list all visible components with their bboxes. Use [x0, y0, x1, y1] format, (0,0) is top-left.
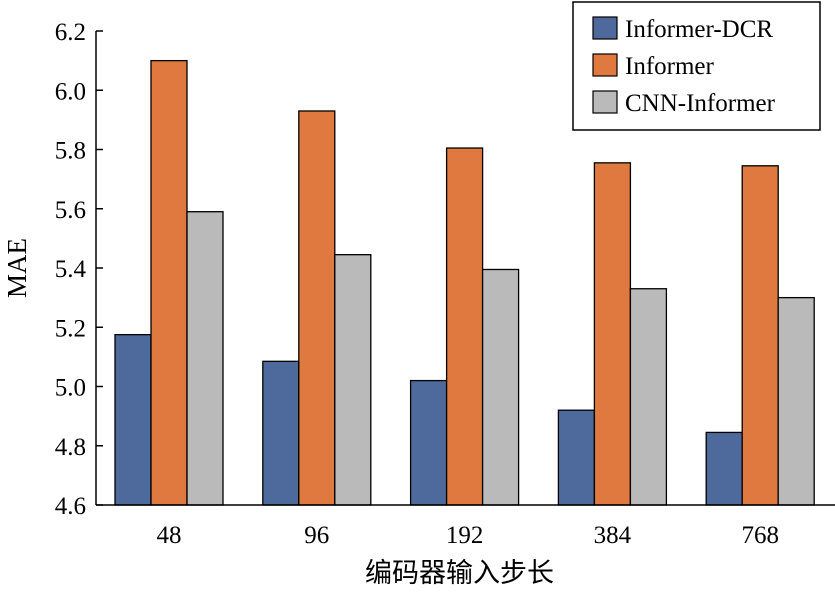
y-tick-label: 6.2 — [55, 19, 86, 46]
legend-swatch — [592, 53, 618, 77]
bar-informer-96 — [298, 110, 336, 506]
y-tick-label: 5.4 — [55, 256, 87, 283]
y-tick-label: 5.2 — [55, 315, 86, 342]
bar-cnn-informer-384 — [629, 288, 668, 506]
bar-informer-dcr-96 — [262, 360, 300, 506]
x-tick-label: 384 — [594, 522, 632, 549]
y-tick-label: 6.0 — [55, 78, 86, 105]
legend-label: CNN-Informer — [625, 90, 776, 117]
bar-informer-384 — [593, 162, 632, 506]
x-tick-label: 768 — [741, 522, 779, 549]
bar-cnn-informer-96 — [334, 254, 372, 506]
bar-informer-dcr-48 — [114, 334, 152, 506]
y-axis-title: MAE — [2, 238, 32, 298]
bar-cnn-informer-192 — [481, 268, 520, 506]
legend: Informer-DCR Informer CNN-Informer — [572, 1, 821, 131]
x-tick-label: 48 — [157, 522, 182, 549]
x-tick-label: 192 — [446, 522, 484, 549]
legend-label: Informer — [625, 53, 715, 80]
bar-informer-dcr-192 — [409, 379, 448, 506]
bar-informer-192 — [445, 147, 484, 506]
bars-layer — [114, 59, 815, 506]
legend-swatch — [592, 90, 618, 114]
y-ticks: 4.6 4.8 5.0 5.2 5.4 5.6 5.8 6.0 6.2 — [55, 19, 103, 520]
bar-informer-dcr-768 — [705, 431, 743, 506]
x-axis-title: 编码器输入步长 — [365, 558, 554, 588]
x-tick-label: 96 — [304, 522, 329, 549]
y-tick-label: 4.8 — [55, 434, 86, 461]
bar-informer-48 — [150, 59, 188, 506]
bar-cnn-informer-768 — [777, 296, 815, 506]
x-ticks: 48 96 192 384 768 — [157, 522, 779, 549]
legend-label: Informer-DCR — [625, 16, 773, 43]
y-tick-label: 5.6 — [55, 197, 86, 224]
bar-informer-dcr-384 — [557, 409, 596, 506]
bar-cnn-informer-48 — [186, 211, 224, 506]
legend-swatch — [592, 16, 618, 40]
y-tick-label: 5.0 — [55, 375, 86, 402]
y-tick-label: 5.8 — [55, 138, 86, 165]
y-tick-label: 4.6 — [55, 493, 86, 520]
bar-informer-768 — [741, 165, 779, 506]
